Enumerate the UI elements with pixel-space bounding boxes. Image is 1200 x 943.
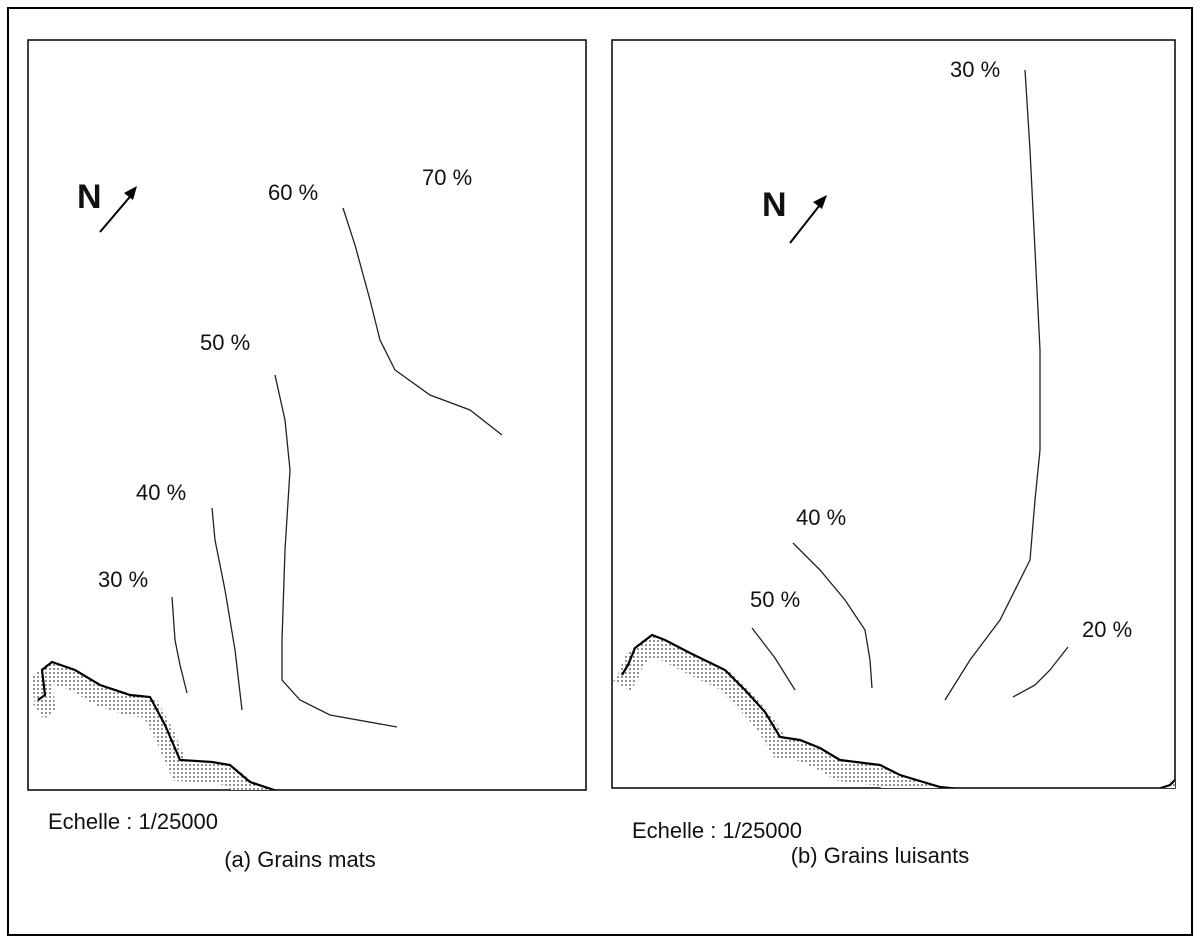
isoline <box>1012 646 1069 698</box>
isoline-label: 40 % <box>136 480 186 505</box>
isoline <box>342 207 503 436</box>
isoline-label: 30 % <box>98 567 148 592</box>
scale-label: Echelle : 1/25000 <box>632 818 802 843</box>
isoline <box>944 69 1041 701</box>
panel-frame <box>27 39 587 791</box>
isoline-label: 70 % <box>422 165 472 190</box>
coastline <box>37 660 278 790</box>
coastline <box>621 633 1175 788</box>
isoline-label: 50 % <box>200 330 250 355</box>
isoline <box>211 507 243 711</box>
north-arrow-head <box>124 186 137 200</box>
isoline <box>171 596 188 694</box>
outer-frame <box>7 7 1193 936</box>
coast-shade <box>31 661 273 790</box>
isoline-label: 30 % <box>950 57 1000 82</box>
scale-label: Echelle : 1/25000 <box>48 809 218 834</box>
isoline-label: 20 % <box>1082 617 1132 642</box>
panel-a: N 70 % 60 % 50 % 40 % 30 % Echelle : 1/2… <box>27 39 587 872</box>
isoline-label: 60 % <box>268 180 318 205</box>
isoline-label: 40 % <box>796 505 846 530</box>
north-label: N <box>77 178 102 216</box>
coast-shade <box>613 634 1175 788</box>
north-arrow <box>99 191 135 233</box>
north-arrow-head <box>813 195 827 209</box>
caption: (b) Grains luisants <box>791 843 970 868</box>
north-label: N <box>762 186 787 224</box>
isoline <box>751 627 796 691</box>
isoline <box>792 542 873 689</box>
isoline <box>274 374 398 728</box>
panel-b: N 30 % 40 % 50 % 20 % Echelle : 1/25000 … <box>611 39 1176 868</box>
north-arrow <box>789 200 824 244</box>
caption: (a) Grains mats <box>224 847 376 872</box>
isoline-label: 50 % <box>750 587 800 612</box>
